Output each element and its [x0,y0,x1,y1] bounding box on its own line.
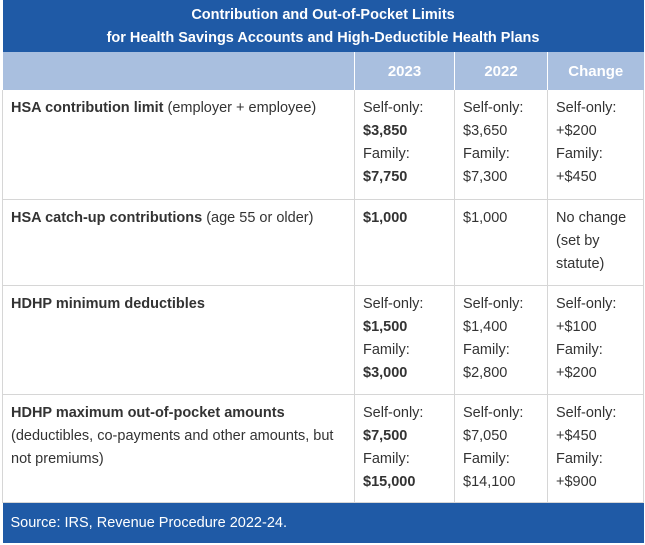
table-title-line-2: for Health Savings Accounts and High-Ded… [106,30,540,46]
cell-change: Self-only: +$450 Family: +$900 [547,394,645,503]
row-label-bold: HDHP minimum deductibles [11,295,205,312]
cell-2023: Self-only: $1,500 Family: $3,000 [354,285,455,395]
column-header-change: Change [547,52,644,90]
cell-line: Self-only: [463,100,524,116]
table-row: HDHP maximum out-of-pocket amounts (deduc… [2,394,645,503]
cell-line: Family: [556,146,603,162]
cell-value: $1,000 [463,209,508,226]
cell-value: $7,300 [463,169,508,185]
cell-line: Family: [363,146,410,162]
cell-value: +$450 [556,169,597,185]
cell-value: $1,000 [363,209,408,226]
row-label-bold: HDHP maximum out-of-pocket amounts [11,404,285,421]
cell-2023: $1,000 [354,199,455,286]
cell-line: Self-only: [363,404,424,421]
table-title: Contribution and Out-of-Pocket Limits fo… [2,0,644,52]
cell-line: Family: [363,341,410,358]
table-row: HSA contribution limit (employer + emplo… [2,90,645,200]
cell-value: $3,650 [463,123,508,139]
row-label-detail: (employer + employee) [163,100,317,116]
cell-value: +$200 [556,364,597,381]
column-header-2023: 2023 [354,52,455,90]
cell-value: $7,050 [463,427,508,444]
cell-line: (set by [556,232,600,249]
row-label: HSA catch-up contributions (age 55 or ol… [2,199,355,286]
cell-value: +$450 [556,427,597,444]
cell-change: Self-only: +$100 Family: +$200 [547,285,645,395]
cell-value: $1,400 [463,318,508,335]
row-label: HDHP maximum out-of-pocket amounts (deduc… [2,394,355,503]
cell-change: Self-only: +$200 Family: +$450 [547,90,645,200]
cell-line: Family: [463,146,510,162]
cell-value: $1,500 [363,318,408,335]
cell-line: Family: [463,341,510,358]
cell-value: +$200 [556,123,597,139]
cell-line: Self-only: [363,295,424,312]
cell-2023: Self-only: $3,850 Family: $7,750 [354,90,455,200]
cell-value: $2,800 [463,364,508,381]
cell-value: $3,000 [363,364,408,381]
cell-value: $7,500 [363,427,408,444]
cell-change: No change (set by statute) [547,199,645,286]
row-label-bold: HSA contribution limit [11,100,164,116]
table-title-line-1: Contribution and Out-of-Pocket Limits [191,7,455,23]
column-header-2022: 2022 [454,52,548,90]
cell-2022: Self-only: $1,400 Family: $2,800 [454,285,548,395]
cell-line: Self-only: [463,295,524,312]
cell-line: statute) [556,255,605,272]
cell-line: Self-only: [556,100,617,116]
cell-2022: Self-only: $3,650 Family: $7,300 [454,90,548,200]
cell-value: +$900 [556,473,597,490]
column-header-row: 2023 2022 Change [2,52,644,90]
row-label-bold: HSA catch-up contributions [11,209,203,226]
cell-value: +$100 [556,318,597,335]
cell-value: $7,750 [363,169,408,185]
cell-2022: $1,000 [454,199,548,286]
cell-2023: Self-only: $7,500 Family: $15,000 [354,394,455,503]
row-label: HDHP minimum deductibles [2,285,355,395]
cell-line: Family: [463,450,510,467]
row-label-detail: (age 55 or older) [202,209,314,226]
cell-line: Family: [363,450,410,467]
cell-line: Family: [556,341,603,358]
cell-line: Self-only: [556,295,617,312]
cell-line: No change [556,209,627,226]
cell-line: Self-only: [556,404,617,421]
table-row: HDHP minimum deductibles Self-only: $1,5… [2,285,645,395]
cell-line: Family: [556,450,603,467]
column-header-blank [2,52,355,90]
cell-value: $15,000 [363,473,416,490]
cell-line: Self-only: [363,100,424,116]
row-label-detail: (deductibles, co-payments and other amou… [11,427,334,467]
cell-line: Self-only: [463,404,524,421]
table-row: HSA catch-up contributions (age 55 or ol… [2,199,645,286]
row-label: HSA contribution limit (employer + emplo… [2,90,355,200]
source-note: Source: IRS, Revenue Procedure 2022-24. [2,502,644,543]
cell-value: $3,850 [363,123,408,139]
cell-value: $14,100 [463,473,516,490]
cell-2022: Self-only: $7,050 Family: $14,100 [454,394,548,503]
